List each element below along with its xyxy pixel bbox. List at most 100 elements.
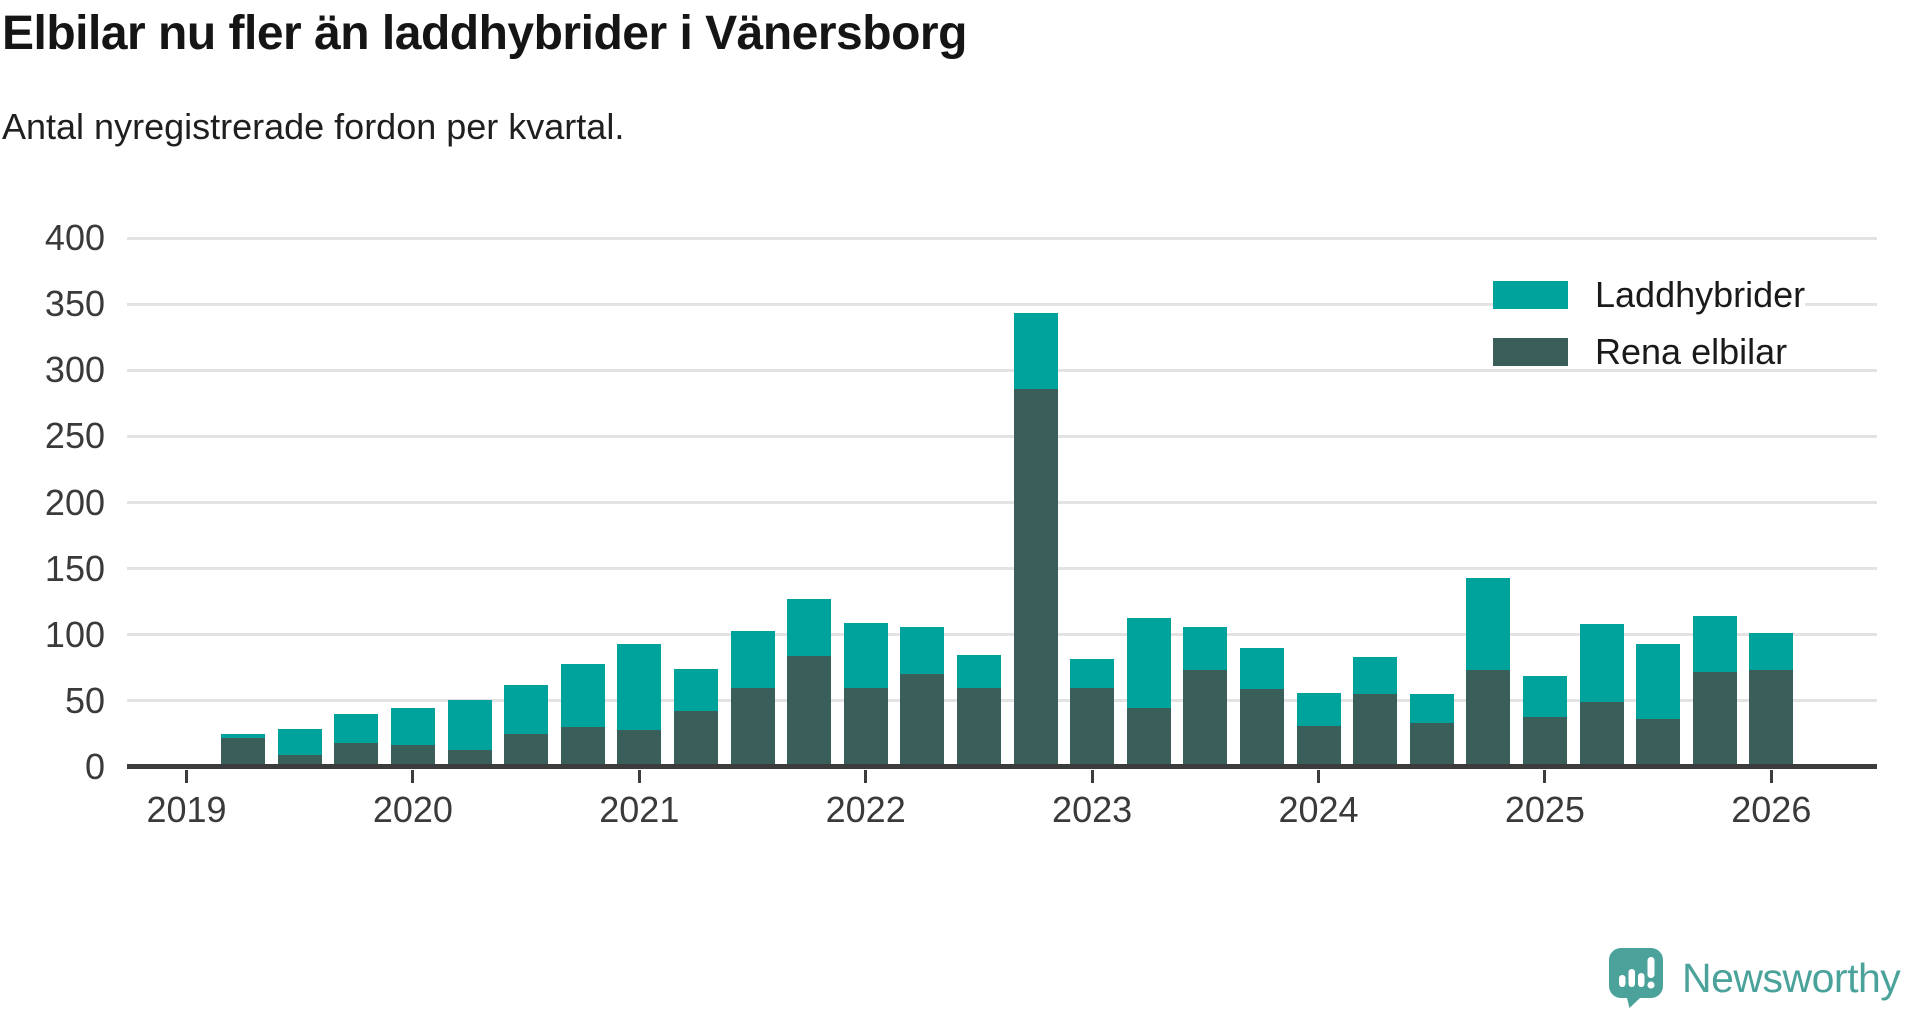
bar-segment	[843, 622, 888, 688]
bar-segment	[1579, 624, 1624, 703]
bar-segment	[617, 644, 662, 730]
bar-segment	[390, 707, 435, 745]
bar-segment	[900, 626, 945, 675]
x-axis-tick-label: 2025	[1504, 789, 1585, 830]
x-axis-tick	[185, 770, 188, 783]
bar-segment	[1522, 675, 1567, 717]
y-axis-tick-label: 50	[64, 679, 105, 721]
bar-segment	[1749, 670, 1794, 767]
bar-segment	[787, 599, 832, 656]
bar-segment	[447, 699, 492, 750]
bar-segment	[673, 711, 718, 767]
y-axis-tick-label: 300	[44, 349, 105, 391]
legend-label: Rena elbilar	[1595, 331, 1788, 372]
gridline	[127, 368, 1877, 372]
bar-segment	[1126, 707, 1171, 767]
legend-item-laddhybrider: Laddhybrider	[1493, 274, 1806, 315]
bar-segment	[1183, 670, 1228, 767]
bar-segment	[221, 733, 266, 738]
x-axis-tick-label: 2019	[146, 789, 227, 830]
x-axis-tick-label: 2026	[1731, 789, 1812, 830]
chart-title: Elbilar nu fler än laddhybrider i Väners…	[2, 7, 967, 60]
gridline	[127, 501, 1877, 504]
bar-segment	[1353, 657, 1398, 695]
bar-segment	[730, 687, 775, 767]
y-axis-tick-label: 100	[44, 613, 105, 655]
newsworthy-brand: Newsworthy	[1609, 948, 1901, 1008]
legend-swatch-laddhybrider	[1493, 281, 1568, 309]
bar-segment	[1070, 687, 1115, 767]
gridline	[127, 434, 1877, 438]
y-axis-tick-label: 0	[84, 746, 105, 787]
bar-segment	[956, 687, 1001, 767]
bar-segment	[1749, 633, 1794, 671]
bar-segment	[390, 744, 435, 767]
bar-segment	[1409, 723, 1454, 767]
bar-segment	[560, 663, 605, 728]
y-axis-tick-label: 250	[44, 415, 105, 457]
bar-segment	[617, 729, 662, 767]
bar-segment	[447, 749, 492, 767]
bar-segment	[334, 714, 379, 744]
chart-subtitle: Antal nyregistrerade fordon per kvartal.	[2, 106, 625, 147]
bar-segment	[956, 654, 1001, 688]
bar-segment	[843, 687, 888, 767]
bar-segment	[787, 655, 832, 767]
bar-segment	[730, 630, 775, 688]
bar-segment	[1636, 719, 1681, 767]
bar-segment	[900, 674, 945, 767]
bar-segment	[334, 743, 379, 767]
gridline	[127, 236, 1877, 240]
bar-segment	[1636, 644, 1681, 720]
x-axis-tick-label: 2024	[1278, 789, 1359, 830]
bar-segment	[1239, 688, 1284, 767]
x-axis-line	[127, 764, 1877, 769]
x-axis-tick-label: 2020	[372, 789, 453, 830]
y-axis-tick-label: 150	[44, 547, 105, 589]
bar-segment	[1466, 577, 1511, 671]
bar-segment	[277, 728, 322, 756]
y-axis-tick-label: 350	[44, 283, 105, 325]
bar-segment	[1013, 313, 1058, 389]
bar-segment	[1013, 388, 1058, 767]
legend-swatch-rena-elbilar	[1493, 338, 1568, 366]
x-axis-tick-label: 2021	[599, 789, 680, 830]
x-axis-tick	[411, 770, 415, 783]
bar-segment	[1296, 726, 1341, 767]
legend: Laddhybrider Rena elbilar	[1493, 274, 1806, 395]
bar-segment	[504, 733, 549, 767]
x-axis-tick	[864, 770, 868, 783]
y-axis-tick-label: 400	[44, 217, 105, 258]
bar-segment	[1239, 648, 1284, 689]
bar-segment	[1466, 670, 1511, 767]
gridline	[127, 567, 1877, 571]
bar-segment	[504, 685, 549, 734]
bar-segment	[1692, 616, 1737, 672]
gridline	[127, 633, 1877, 637]
x-axis-tick	[1769, 770, 1773, 783]
plot-area	[127, 236, 1877, 783]
gridline	[127, 302, 1877, 306]
bar-segment	[673, 669, 718, 712]
x-axis-tick-label: 2023	[1052, 789, 1133, 830]
bar-segment	[560, 727, 605, 767]
y-axis-tick-label: 200	[44, 481, 105, 523]
legend-item-rena-elbilar: Rena elbilar	[1493, 331, 1806, 372]
bar-segment	[277, 755, 322, 767]
bar-segment	[1126, 617, 1171, 708]
bar-segment	[221, 737, 266, 767]
newsworthy-wordmark: Newsworthy	[1682, 954, 1901, 1001]
bar-segment	[1296, 692, 1341, 727]
bar-segment	[1579, 702, 1624, 767]
x-axis-tick	[1317, 770, 1320, 783]
x-axis-tick	[1543, 770, 1547, 783]
x-axis-tick-label: 2022	[825, 789, 906, 830]
bar-segment	[1522, 716, 1567, 767]
legend-label: Laddhybrider	[1595, 274, 1806, 315]
x-axis-tick	[1090, 770, 1094, 783]
bar-segment	[1353, 694, 1398, 767]
gridline	[127, 699, 1877, 703]
bar-segment	[1183, 626, 1228, 671]
bar-segment	[1692, 671, 1737, 767]
